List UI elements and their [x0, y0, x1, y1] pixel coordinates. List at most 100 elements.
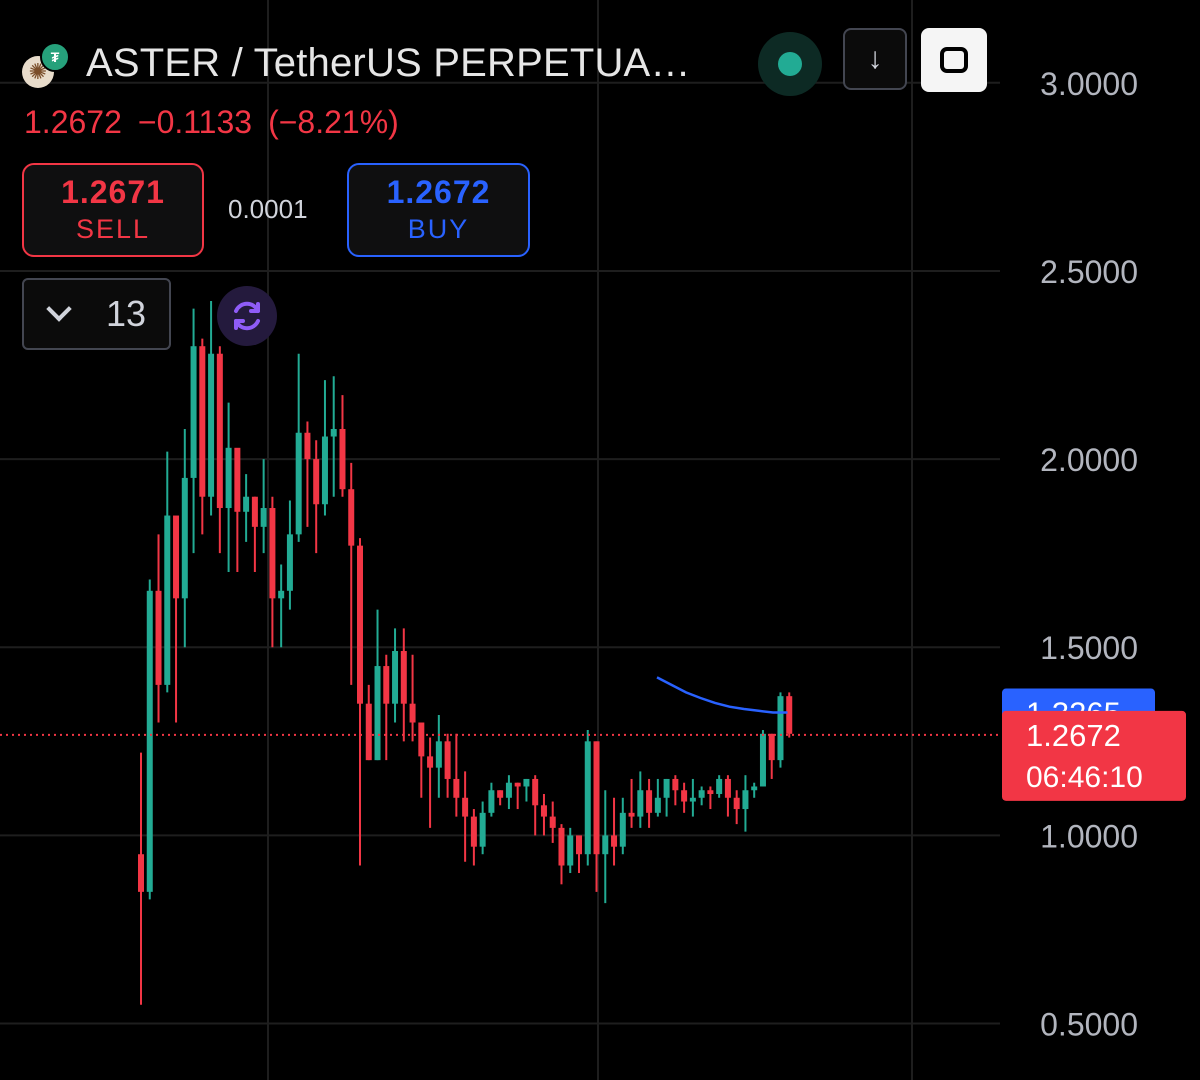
price-axis[interactable]: 3.00002.50002.00001.50001.00000.50001.32…: [1002, 66, 1186, 1043]
candle-body: [532, 778, 539, 806]
candle-bullish: [637, 771, 644, 828]
candle-body: [418, 722, 425, 757]
candle-body: [164, 515, 171, 685]
arrow-down-icon: ↓: [867, 42, 883, 75]
candle-bearish: [576, 835, 582, 874]
candle-bearish: [427, 737, 434, 828]
candle-bearish: [672, 775, 679, 806]
candle-body: [628, 812, 635, 817]
candle-body: [470, 816, 477, 847]
candle-bearish: [357, 538, 363, 866]
candle-body: [339, 428, 346, 490]
candle-bullish: [488, 782, 495, 817]
candle-bullish: [759, 730, 766, 787]
candle-bearish: [304, 421, 311, 527]
candle-body: [216, 353, 223, 509]
candle-body: [567, 835, 574, 866]
candle-bullish: [742, 775, 749, 832]
spread-value: 0.0001: [228, 194, 308, 224]
interval-value: 13: [106, 293, 147, 334]
candle-body: [602, 835, 609, 855]
market-open-dot-icon: [778, 52, 802, 76]
candle-body: [453, 778, 460, 798]
download-button[interactable]: ↓: [843, 28, 907, 90]
candle-bearish: [313, 440, 320, 554]
candle-body: [304, 432, 311, 460]
candle-bearish: [269, 496, 276, 648]
candle-body: [584, 741, 591, 855]
candle-body: [698, 790, 705, 798]
candle-bullish: [181, 428, 188, 648]
candle-bullish: [392, 628, 399, 723]
candle-body: [269, 508, 276, 599]
candle-bullish: [567, 827, 574, 874]
candle-bearish: [707, 786, 714, 810]
candle-body: [181, 477, 188, 599]
candle-body: [234, 447, 241, 512]
candle-bullish: [751, 782, 758, 798]
price-change: −0.1133: [137, 104, 253, 140]
candle-body: [479, 812, 486, 847]
refresh-button[interactable]: [217, 286, 277, 346]
candle-body: [173, 515, 180, 599]
candle-bearish: [646, 778, 653, 828]
last-price-axis-label: 1.2672: [1026, 718, 1121, 753]
candle-series: [138, 301, 793, 1005]
candle-body: [383, 666, 390, 704]
candle-bearish: [400, 628, 407, 742]
chevron-down-icon: [46, 296, 72, 322]
candle-bearish: [593, 741, 600, 892]
candle-bullish: [663, 778, 670, 817]
candle-body: [646, 790, 653, 813]
candle-body: [689, 797, 696, 802]
market-status[interactable]: [758, 32, 822, 96]
candle-body: [742, 790, 749, 810]
interval-dropdown[interactable]: 13: [22, 278, 171, 350]
candle-bullish: [777, 692, 784, 768]
candle-body: [523, 778, 530, 787]
moving-average-series: [656, 676, 788, 714]
candle-bearish: [216, 346, 223, 554]
candle-body: [295, 432, 302, 535]
candle-bearish: [462, 771, 469, 862]
candle-bearish: [558, 824, 565, 885]
candle-body: [733, 797, 740, 810]
symbol-title[interactable]: ASTER / TetherUS PERPETUA…: [86, 40, 691, 85]
candle-body: [243, 496, 250, 512]
chart-grid: [0, 0, 1000, 1080]
candle-bullish: [164, 451, 171, 693]
sell-label: SELL: [75, 214, 151, 244]
candle-body: [558, 827, 565, 866]
candle-bullish: [208, 301, 215, 516]
price-axis-tick-label: 2.0000: [1040, 442, 1138, 478]
buy-button[interactable]: 1.2672 BUY: [347, 163, 530, 257]
candle-bearish: [786, 692, 793, 738]
candle-body: [286, 534, 293, 591]
candle-body: [654, 797, 661, 813]
symbol-logo: ✺ ₮: [22, 38, 72, 88]
candle-bearish: [681, 782, 688, 813]
candle-body: [146, 590, 153, 892]
candle-body: [435, 741, 442, 768]
candle-body: [251, 496, 258, 527]
candle-bearish: [733, 790, 740, 825]
candle-bullish: [286, 500, 293, 610]
sell-price: 1.2671: [61, 174, 165, 210]
candle-bearish: [199, 338, 206, 535]
price-axis-tick-label: 0.5000: [1040, 1007, 1138, 1043]
candle-bearish: [532, 775, 539, 836]
candle-body: [593, 741, 600, 855]
fullscreen-button[interactable]: [921, 28, 987, 92]
candle-body: [199, 346, 206, 497]
symbol-header[interactable]: ✺ ₮ ASTER / TetherUS PERPETUA…: [22, 30, 691, 96]
sell-button[interactable]: 1.2671 SELL: [22, 163, 204, 257]
candle-body: [462, 797, 469, 817]
candle-bullish: [523, 778, 530, 802]
candle-body: [672, 778, 679, 791]
candle-bearish: [339, 395, 346, 497]
candle-body: [348, 489, 355, 546]
candle-body: [576, 835, 582, 855]
candle-bullish: [321, 380, 328, 516]
candle-bearish: [444, 733, 451, 798]
